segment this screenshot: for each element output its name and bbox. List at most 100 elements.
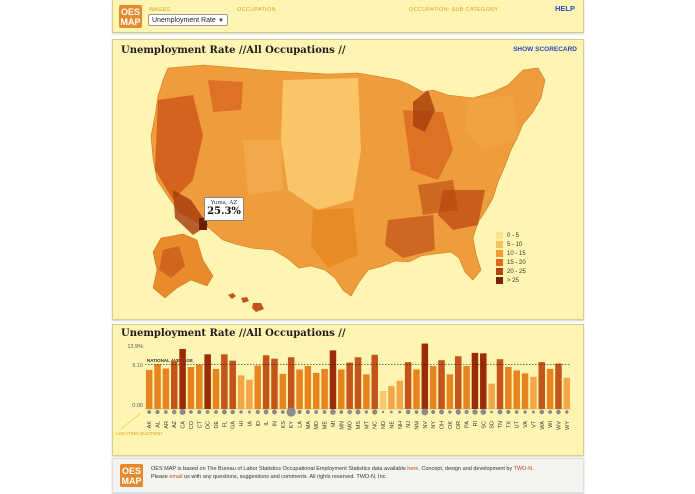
state-label-ks[interactable]: KS bbox=[281, 421, 287, 429]
state-label-ak[interactable]: AK bbox=[147, 421, 153, 429]
lq-dot-al[interactable] bbox=[155, 409, 160, 415]
bar-oh[interactable] bbox=[438, 360, 445, 409]
state-label-ma[interactable]: MA bbox=[306, 421, 312, 430]
state-label-sc[interactable]: SC bbox=[481, 421, 487, 429]
state-label-la[interactable]: LA bbox=[298, 421, 304, 428]
wages-label[interactable]: WAGES bbox=[149, 7, 171, 13]
bar-nh[interactable] bbox=[396, 380, 404, 409]
lq-dot-ca[interactable] bbox=[179, 408, 186, 416]
lq-dot-ak[interactable] bbox=[147, 410, 152, 414]
lq-dot-ar[interactable] bbox=[163, 410, 168, 414]
state-label-nd[interactable]: ND bbox=[381, 421, 387, 429]
state-label-nj[interactable]: NJ bbox=[406, 421, 412, 428]
state-label-sd[interactable]: SD bbox=[490, 421, 496, 429]
state-label-co[interactable]: CO bbox=[189, 420, 195, 429]
bar-ct[interactable] bbox=[196, 364, 203, 409]
lq-dot-ms[interactable] bbox=[355, 409, 361, 415]
state-label-nm[interactable]: NM bbox=[414, 421, 420, 430]
lq-dot-sc[interactable] bbox=[480, 409, 487, 415]
bar-mo[interactable] bbox=[346, 362, 353, 409]
lq-dot-id[interactable] bbox=[255, 409, 260, 415]
bar-mt[interactable] bbox=[363, 374, 370, 409]
occupation-label[interactable]: OCCUPATION bbox=[237, 7, 276, 13]
state-label-al[interactable]: AL bbox=[156, 421, 162, 428]
bar-sd[interactable] bbox=[488, 383, 495, 409]
lq-dot-il[interactable] bbox=[263, 409, 269, 415]
bar-mn[interactable] bbox=[338, 369, 345, 409]
lq-dot-wa[interactable] bbox=[539, 409, 545, 415]
state-label-md[interactable]: MD bbox=[314, 421, 320, 430]
lq-dot-az[interactable] bbox=[171, 409, 177, 415]
state-label-ny[interactable]: NY bbox=[431, 421, 437, 429]
lq-dot-wy[interactable] bbox=[565, 410, 569, 414]
state-label-mi[interactable]: MI bbox=[331, 421, 337, 428]
us-choropleth-map[interactable] bbox=[113, 40, 583, 319]
bar-ia[interactable] bbox=[246, 379, 253, 409]
lq-dot-tx[interactable] bbox=[506, 409, 511, 415]
lq-dot-ma[interactable] bbox=[305, 409, 310, 415]
state-label-me[interactable]: ME bbox=[323, 421, 329, 430]
lq-dot-mn[interactable] bbox=[339, 410, 344, 414]
state-label-de[interactable]: DE bbox=[214, 421, 220, 429]
bar-nj[interactable] bbox=[404, 362, 412, 409]
lq-dot-nd[interactable] bbox=[381, 410, 385, 414]
lq-dot-ks[interactable] bbox=[280, 410, 285, 414]
state-label-ne[interactable]: NE bbox=[389, 421, 395, 429]
bar-ca[interactable] bbox=[179, 348, 186, 409]
show-scorecard-button[interactable]: SHOW SCORECARD bbox=[513, 46, 577, 53]
state-label-dc[interactable]: DC bbox=[206, 421, 212, 429]
oes-map-logo[interactable]: OES MAP bbox=[119, 5, 142, 28]
lq-dot-nc[interactable] bbox=[372, 409, 378, 415]
lq-dot-nm[interactable] bbox=[414, 410, 419, 414]
state-label-or[interactable]: OR bbox=[456, 421, 462, 429]
lq-dot-ct[interactable] bbox=[197, 409, 202, 415]
lq-dot-or[interactable] bbox=[455, 409, 461, 415]
bar-in[interactable] bbox=[271, 358, 278, 409]
metric-select[interactable]: Unemployment Rate ▼ bbox=[148, 14, 228, 26]
state-label-ia[interactable]: IA bbox=[247, 421, 253, 427]
bar-il[interactable] bbox=[262, 355, 270, 409]
lq-dot-co[interactable] bbox=[189, 410, 193, 414]
bar-ok[interactable] bbox=[446, 374, 454, 409]
bar-sc[interactable] bbox=[480, 353, 487, 409]
lq-dot-nj[interactable] bbox=[405, 409, 411, 415]
state-label-az[interactable]: AZ bbox=[172, 420, 178, 428]
lq-dot-md[interactable] bbox=[314, 410, 319, 414]
bar-ny[interactable] bbox=[429, 366, 437, 409]
state-label-hi[interactable]: HI bbox=[239, 421, 245, 427]
lq-dot-ri[interactable] bbox=[472, 409, 478, 415]
bar-nd[interactable] bbox=[379, 390, 387, 409]
bar-wi[interactable] bbox=[546, 368, 554, 409]
bar-ms[interactable] bbox=[354, 357, 362, 409]
bar-pa[interactable] bbox=[463, 366, 470, 409]
bar-id[interactable] bbox=[254, 365, 262, 409]
bar-ks[interactable] bbox=[279, 373, 287, 409]
bar-wv[interactable] bbox=[555, 363, 562, 409]
state-label-nh[interactable]: NH bbox=[398, 421, 404, 429]
lq-dot-sd[interactable] bbox=[490, 410, 493, 414]
bar-co[interactable] bbox=[187, 367, 195, 409]
state-label-ut[interactable]: UT bbox=[515, 420, 521, 428]
lq-dot-fl[interactable] bbox=[221, 409, 227, 415]
bar-or[interactable] bbox=[454, 356, 462, 409]
data-source-link[interactable]: here bbox=[407, 466, 419, 472]
state-label-id[interactable]: ID bbox=[256, 421, 262, 427]
state-label-ok[interactable]: OK bbox=[448, 421, 454, 429]
bar-vt[interactable] bbox=[530, 376, 537, 409]
help-link[interactable]: HELP bbox=[554, 4, 575, 13]
lq-dot-vt[interactable] bbox=[531, 410, 535, 414]
lq-dot-dc[interactable] bbox=[205, 410, 210, 414]
state-label-in[interactable]: IN bbox=[272, 421, 278, 427]
bar-fl[interactable] bbox=[221, 354, 228, 409]
state-label-ar[interactable]: AR bbox=[164, 421, 170, 429]
lq-dot-hi[interactable] bbox=[239, 410, 243, 414]
state-label-wi[interactable]: WI bbox=[548, 421, 554, 428]
bar-ky[interactable] bbox=[287, 357, 295, 409]
lq-dot-wv[interactable] bbox=[556, 409, 561, 415]
state-label-ct[interactable]: CT bbox=[197, 420, 203, 428]
state-label-ms[interactable]: MS bbox=[356, 421, 362, 430]
bar-al[interactable] bbox=[154, 364, 161, 409]
state-label-ky[interactable]: KY bbox=[289, 421, 295, 429]
state-label-wy[interactable]: WY bbox=[565, 421, 571, 430]
lq-dot-nh[interactable] bbox=[398, 410, 402, 414]
